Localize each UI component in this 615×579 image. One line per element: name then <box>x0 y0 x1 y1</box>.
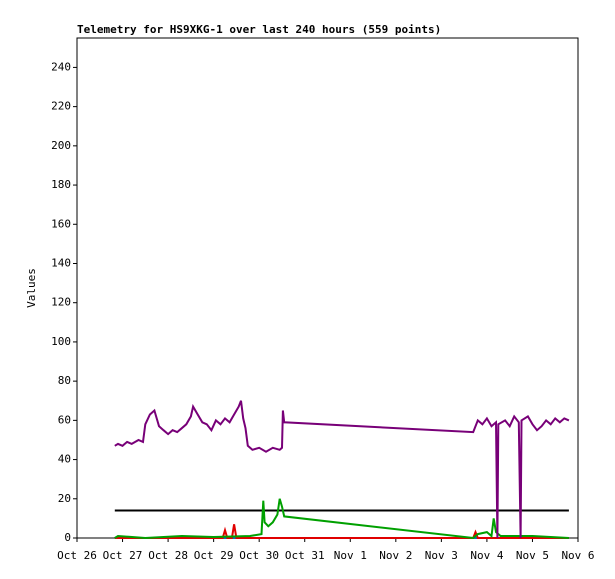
x-tick-label: Oct 29 <box>194 549 234 562</box>
x-tick-label: Oct 28 <box>148 549 188 562</box>
y-tick-label: 60 <box>58 413 71 426</box>
x-tick-label: Oct 30 <box>239 549 279 562</box>
x-tick-label: Nov 5 <box>516 549 549 562</box>
y-tick-label: 20 <box>58 492 71 505</box>
series-line <box>114 498 569 540</box>
x-tick-label: Oct 26 <box>57 549 97 562</box>
x-tick-label: Nov 1 <box>334 549 367 562</box>
y-tick-label: 220 <box>51 100 71 113</box>
y-tick-label: 120 <box>51 296 71 309</box>
y-tick-label: 100 <box>51 335 71 348</box>
series-line <box>114 524 569 539</box>
plot-frame <box>76 37 579 539</box>
x-tick-label: Oct 31 <box>285 549 325 562</box>
x-tick-label: Nov 4 <box>470 549 503 562</box>
y-axis-label: Values <box>25 268 38 308</box>
chart-title: Telemetry for HS9XKG-1 over last 240 hou… <box>77 23 441 36</box>
y-tick-label: 0 <box>64 531 71 544</box>
x-tick-label: Nov 3 <box>425 549 458 562</box>
y-tick-label: 40 <box>58 453 71 466</box>
y-tick-label: 140 <box>51 256 71 269</box>
y-tick-label: 200 <box>51 139 71 152</box>
x-tick-label: Nov 2 <box>379 549 412 562</box>
y-tick-label: 160 <box>51 217 71 230</box>
x-tick-label: Nov 6 <box>561 549 594 562</box>
x-tick-label: Oct 27 <box>103 549 143 562</box>
series-line <box>114 400 570 539</box>
y-tick-label: 80 <box>58 374 71 387</box>
y-tick-label: 240 <box>51 60 71 73</box>
y-tick-label: 180 <box>51 178 71 191</box>
